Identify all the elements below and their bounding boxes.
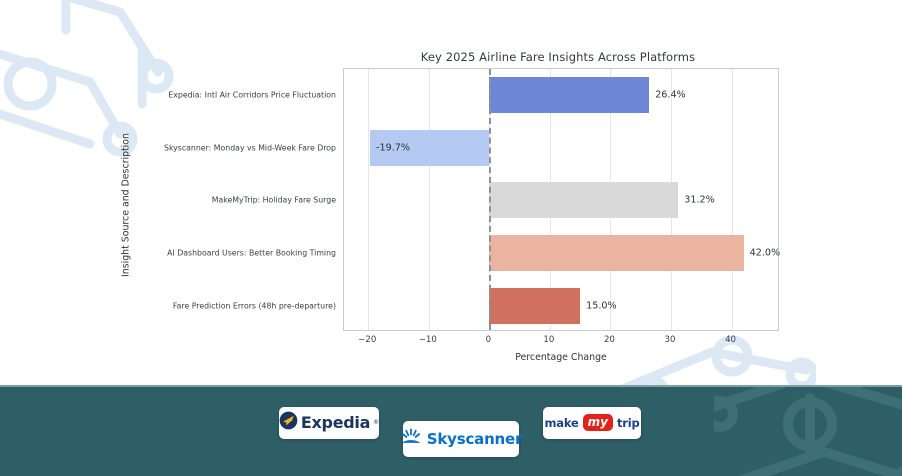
logo-expedia-text: Expedia xyxy=(300,413,371,432)
gridline xyxy=(428,69,430,330)
x-axis-tick-label: 0 xyxy=(485,335,492,345)
logo-makemytrip-trip: trip xyxy=(616,415,640,430)
bar[interactable] xyxy=(489,77,650,114)
bar-value-label: 31.2% xyxy=(684,194,715,206)
sunburst-icon xyxy=(400,427,422,450)
airplane-in-circle-icon xyxy=(279,411,298,434)
bar-row: 31.2% MakeMyTrip: Holiday Fare Surge xyxy=(212,174,778,227)
bar-value-label: -19.7% xyxy=(376,142,410,154)
footer-top-edge xyxy=(0,385,902,387)
x-axis-tick-label: 30 xyxy=(664,335,676,345)
logo-skyscanner-text: Skyscanner xyxy=(426,429,523,448)
y-axis-title: Insight Source and Description xyxy=(120,133,132,277)
bar-row: 15.0% Fare Prediction Errors (48h pre-dep… xyxy=(173,279,778,332)
x-axis-tick-label: −20 xyxy=(358,335,377,345)
bar-value-label: 42.0% xyxy=(749,247,781,259)
bar-row: 26.4% Expedia: Intl Air Corridors Price F… xyxy=(168,69,778,122)
x-axis-tick-label: −10 xyxy=(418,335,437,345)
logo-card-expedia[interactable]: Expedia ® xyxy=(279,406,380,439)
x-axis-tick-label: 20 xyxy=(603,335,615,345)
chart-title: Key 2025 Airline Fare Insights Across Pl… xyxy=(420,50,696,64)
bar[interactable] xyxy=(489,182,679,219)
bar-row: -19.7% Skyscanner: Monday vs Mid-Week Far… xyxy=(164,122,778,175)
y-axis-tick-label: Fare Prediction Errors (48h pre-departur… xyxy=(172,301,336,311)
x-axis-tick-label: 10 xyxy=(543,335,555,345)
gridline xyxy=(368,69,370,330)
y-axis-tick-label: AI Dashboard Users: Better Booking Timin… xyxy=(167,248,336,258)
bar-row: 42.0% AI Dashboard Users: Better Booking … xyxy=(167,227,781,280)
bar-value-label: 26.4% xyxy=(655,89,686,101)
y-axis-tick-label: Skyscanner: Monday vs Mid-Week Fare Drop xyxy=(164,143,336,153)
logo-makemytrip-badge: my xyxy=(582,414,613,431)
bar[interactable] xyxy=(489,287,581,324)
footer-band: Expedia ® Skysc xyxy=(0,385,902,476)
y-axis-tick-label: Expedia: Intl Air Corridors Price Fluctu… xyxy=(168,90,336,100)
bar[interactable] xyxy=(489,235,744,272)
logo-card-skyscanner[interactable]: Skyscanner xyxy=(400,420,523,457)
logo-card-makemytrip[interactable]: make my trip xyxy=(543,406,641,439)
bar[interactable] xyxy=(370,129,490,166)
partner-logo-strip: Expedia ® Skysc xyxy=(0,385,902,476)
plot-area: 26.4% Expedia: Intl Air Corridors Price F… xyxy=(164,68,781,332)
logo-makemytrip-make: make xyxy=(544,415,579,430)
logo-expedia-trademark: ® xyxy=(373,419,380,426)
gridline xyxy=(731,69,733,330)
chart-figure: Key 2025 Airline Fare Insights Across Pl… xyxy=(120,50,781,363)
x-axis-tick-label: 40 xyxy=(725,335,737,345)
bar-value-label: 15.0% xyxy=(586,300,617,312)
zero-reference-line xyxy=(489,69,492,330)
x-axis-title: Percentage Change xyxy=(515,352,607,363)
y-axis-tick-label: MakeMyTrip: Holiday Fare Surge xyxy=(211,195,336,205)
